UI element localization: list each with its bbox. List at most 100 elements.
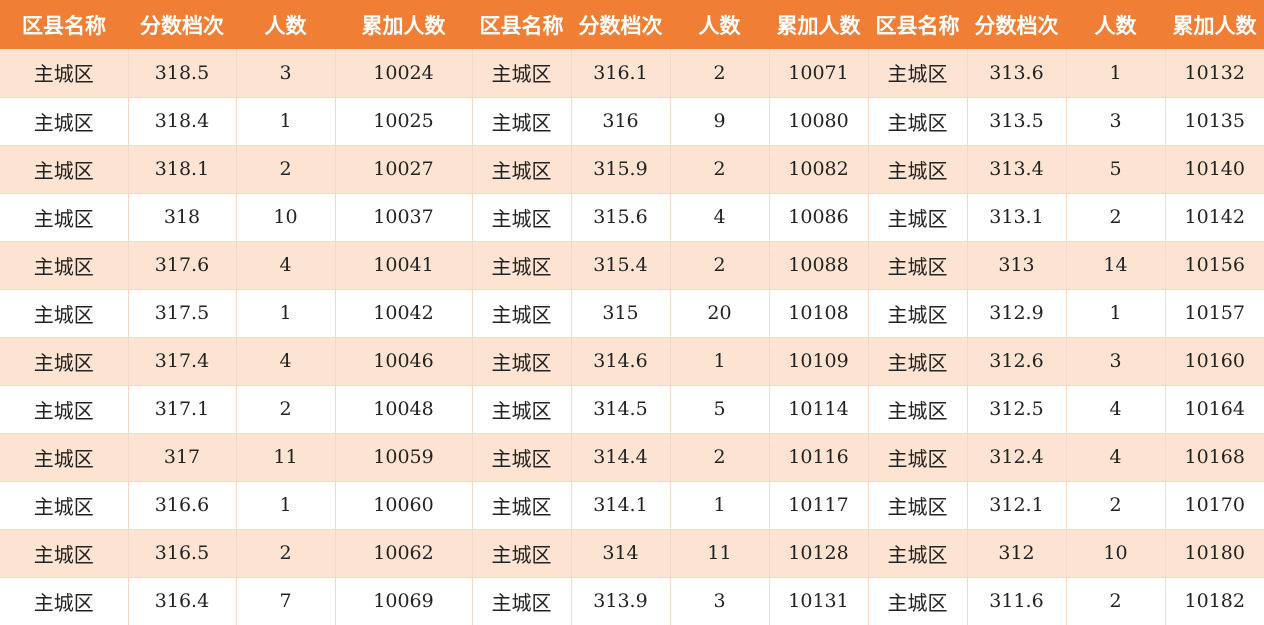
district-name-cell: 主城区	[472, 193, 572, 242]
district-name-cell: 主城区	[868, 337, 968, 386]
district-name-cell: 主城区	[868, 385, 968, 434]
cumulative-count-cell: 10071	[769, 49, 869, 98]
count-cell: 1	[236, 97, 336, 146]
district-name-cell: 主城区	[472, 337, 572, 386]
cumulative-count-cell: 10142	[1165, 193, 1264, 242]
score-level-cell: 316.5	[128, 529, 237, 578]
score-level-cell: 312.1	[967, 481, 1067, 530]
header-row: 区县名称 分数档次 人数 累加人数 区县名称 分数档次 人数 累加人数 区县名称 分数档次 人数 累加…	[0, 0, 1264, 49]
cumulative-count-cell: 10088	[769, 241, 869, 290]
count-cell: 11	[670, 529, 770, 578]
district-name-cell: 主城区	[0, 433, 129, 482]
count-cell: 1	[1066, 49, 1166, 98]
count-cell: 1	[236, 481, 336, 530]
table-row: 主城区 318.1 2 10027 主城区 315.9 2 10082 主城区 313.4 5 101…	[0, 145, 1264, 194]
cumulative-count-cell: 10109	[769, 337, 869, 386]
district-name-cell: 主城区	[868, 529, 968, 578]
count-cell: 2	[1066, 577, 1166, 625]
score-level-cell: 313.4	[967, 145, 1067, 194]
count-cell: 4	[670, 193, 770, 242]
cumulative-count-cell: 10041	[335, 241, 473, 290]
cumulative-count-cell: 10114	[769, 385, 869, 434]
score-level-cell: 316.4	[128, 577, 237, 625]
count-cell: 2	[670, 241, 770, 290]
cumulative-count-cell: 10157	[1165, 289, 1264, 338]
district-name-cell: 主城区	[472, 97, 572, 146]
column-header: 区县名称	[472, 0, 571, 49]
table-row: 主城区 317 11 10059 主城区 314.4 2 10116 主城区 312.4 4 1016…	[0, 433, 1264, 482]
column-header: 累加人数	[1165, 0, 1264, 49]
score-level-cell: 311.6	[967, 577, 1067, 625]
cumulative-count-cell: 10086	[769, 193, 869, 242]
table-row: 主城区 316.5 2 10062 主城区 314 11 10128 主城区 312 10 10180	[0, 529, 1264, 578]
count-cell: 5	[670, 385, 770, 434]
score-level-cell: 313.9	[571, 577, 671, 625]
score-level-cell: 317.5	[128, 289, 237, 338]
table-row: 主城区 318 10 10037 主城区 315.6 4 10086 主城区 313.1 2 1014…	[0, 193, 1264, 242]
score-level-cell: 317.4	[128, 337, 237, 386]
table-row: 主城区 317.6 4 10041 主城区 315.4 2 10088 主城区 313 14 1015…	[0, 241, 1264, 290]
cumulative-count-cell: 10042	[335, 289, 473, 338]
district-name-cell: 主城区	[0, 529, 129, 578]
score-level-cell: 313.5	[967, 97, 1067, 146]
district-name-cell: 主城区	[868, 433, 968, 482]
score-level-cell: 318.1	[128, 145, 237, 194]
count-cell: 2	[670, 145, 770, 194]
score-level-cell: 314.4	[571, 433, 671, 482]
column-header: 区县名称	[0, 0, 128, 49]
count-cell: 4	[1066, 385, 1166, 434]
district-name-cell: 主城区	[868, 145, 968, 194]
column-header: 分数档次	[128, 0, 236, 49]
table-row: 主城区 317.1 2 10048 主城区 314.5 5 10114 主城区 312.5 4 101…	[0, 385, 1264, 434]
column-header: 人数	[236, 0, 335, 49]
district-name-cell: 主城区	[0, 289, 129, 338]
score-level-cell: 316.6	[128, 481, 237, 530]
score-level-cell: 317.1	[128, 385, 237, 434]
score-level-cell: 314.5	[571, 385, 671, 434]
score-level-cell: 315.4	[571, 241, 671, 290]
cumulative-count-cell: 10048	[335, 385, 473, 434]
district-name-cell: 主城区	[0, 241, 129, 290]
score-level-cell: 312.6	[967, 337, 1067, 386]
district-name-cell: 主城区	[472, 385, 572, 434]
count-cell: 2	[670, 49, 770, 98]
count-cell: 2	[1066, 481, 1166, 530]
score-level-cell: 316	[571, 97, 671, 146]
count-cell: 2	[236, 529, 336, 578]
count-cell: 4	[1066, 433, 1166, 482]
count-cell: 10	[236, 193, 336, 242]
district-name-cell: 主城区	[0, 481, 129, 530]
score-level-cell: 312.4	[967, 433, 1067, 482]
cumulative-count-cell: 10060	[335, 481, 473, 530]
district-name-cell: 主城区	[0, 337, 129, 386]
table-row: 主城区 317.4 4 10046 主城区 314.6 1 10109 主城区 312.6 3 101…	[0, 337, 1264, 386]
district-name-cell: 主城区	[868, 577, 968, 625]
count-cell: 3	[236, 49, 336, 98]
score-level-cell: 314.1	[571, 481, 671, 530]
score-level-cell: 315.6	[571, 193, 671, 242]
cumulative-count-cell: 10164	[1165, 385, 1264, 434]
cumulative-count-cell: 10080	[769, 97, 869, 146]
column-header: 人数	[670, 0, 769, 49]
score-level-cell: 313.6	[967, 49, 1067, 98]
score-level-cell: 313.1	[967, 193, 1067, 242]
district-name-cell: 主城区	[868, 481, 968, 530]
count-cell: 11	[236, 433, 336, 482]
cumulative-count-cell: 10182	[1165, 577, 1264, 625]
count-cell: 2	[670, 433, 770, 482]
district-name-cell: 主城区	[868, 97, 968, 146]
cumulative-count-cell: 10180	[1165, 529, 1264, 578]
score-level-cell: 313	[967, 241, 1067, 290]
cumulative-count-cell: 10046	[335, 337, 473, 386]
table-row: 主城区 316.6 1 10060 主城区 314.1 1 10117 主城区 312.1 2 101…	[0, 481, 1264, 530]
score-level-cell: 315.9	[571, 145, 671, 194]
cumulative-count-cell: 10069	[335, 577, 473, 625]
table-row: 主城区 318.5 3 10024 主城区 316.1 2 10071 主城区 313.6 1 101…	[0, 49, 1264, 98]
table-row: 主城区 317.5 1 10042 主城区 315 20 10108 主城区 312.9 1 1015…	[0, 289, 1264, 338]
cumulative-count-cell: 10025	[335, 97, 473, 146]
score-level-cell: 312.9	[967, 289, 1067, 338]
district-name-cell: 主城区	[0, 577, 129, 625]
count-cell: 3	[1066, 337, 1166, 386]
district-name-cell: 主城区	[472, 481, 572, 530]
